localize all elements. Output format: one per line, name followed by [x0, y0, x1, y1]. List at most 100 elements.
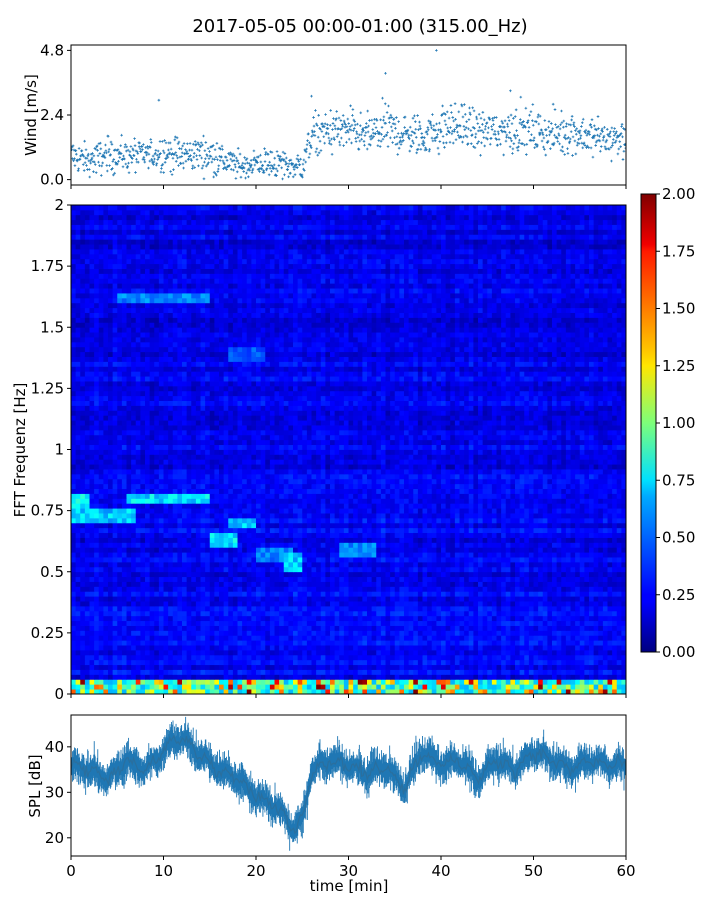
- spectrogram-cell: [325, 581, 331, 587]
- spectrogram-cell: [422, 552, 428, 558]
- spectrogram-cell: [246, 669, 252, 675]
- spectrogram-cell: [311, 601, 317, 607]
- spectrogram-cell: [464, 674, 470, 680]
- spectrogram-cell: [598, 601, 604, 607]
- wind-point: [381, 137, 385, 141]
- spectrogram-cell: [533, 684, 539, 690]
- spectrogram-cell: [561, 645, 567, 651]
- spectrogram-cell: [413, 640, 419, 646]
- spectrogram-cell: [232, 664, 238, 670]
- spectrogram-cell: [325, 576, 331, 582]
- spectrogram-cell: [121, 640, 127, 646]
- spectrogram-cell: [542, 566, 548, 573]
- spectrogram-cell: [103, 625, 109, 631]
- spectrogram-cell: [478, 566, 484, 573]
- spectrogram-cell: [394, 630, 400, 636]
- spectrogram-cell: [334, 596, 340, 602]
- spectrogram-cell: [394, 552, 400, 558]
- wind-point: [543, 148, 546, 151]
- spectrogram-cell: [330, 649, 336, 656]
- wind-point: [85, 164, 88, 167]
- wind-point: [149, 138, 153, 141]
- spectrogram-cell: [84, 601, 90, 607]
- spectrogram-cell: [547, 659, 553, 666]
- spectrogram-cell: [177, 620, 183, 626]
- spectrogram-cell: [195, 654, 201, 661]
- spectrogram-cell: [441, 605, 447, 612]
- spectrogram-cell: [579, 625, 585, 631]
- wind-point: [374, 132, 377, 135]
- spectrogram-cell: [556, 659, 562, 666]
- spectrogram-cell: [367, 635, 373, 641]
- wind-point: [156, 158, 160, 161]
- spectrogram-cell: [515, 601, 521, 607]
- spectrogram-cell: [556, 542, 562, 548]
- wind-point: [128, 150, 132, 154]
- spectrogram-cell: [561, 547, 567, 553]
- spectrogram-cell: [103, 684, 109, 690]
- wind-point: [411, 139, 414, 143]
- spectrogram-cell: [362, 601, 368, 607]
- wind-point: [591, 155, 595, 159]
- spectrogram-cell: [552, 649, 558, 656]
- spectrogram-cell: [117, 552, 123, 558]
- spectrogram-cell: [246, 557, 252, 563]
- spectrogram-cell: [538, 684, 544, 690]
- spectrogram-cell: [334, 625, 340, 631]
- spectrogram-cell: [598, 620, 604, 626]
- spectrogram-cell: [404, 561, 410, 568]
- spectrogram-cell: [228, 542, 234, 548]
- spectrogram-cell: [450, 605, 456, 612]
- wind-point: [76, 169, 80, 172]
- spectrogram-cell: [468, 664, 474, 670]
- spectrogram-cell: [417, 566, 423, 573]
- spectrogram-cell: [228, 537, 234, 543]
- spectrogram-cell: [71, 601, 77, 607]
- spectrogram-cell: [80, 630, 86, 636]
- spectrogram-cell: [404, 640, 410, 646]
- spectrogram-cell: [256, 615, 262, 622]
- spectrogram-cell: [279, 684, 285, 690]
- spectrogram-cell: [98, 674, 104, 680]
- spectrogram-cell: [126, 679, 132, 685]
- spectrogram-cell: [191, 640, 197, 646]
- spectrogram-cell: [334, 664, 340, 670]
- spectrogram-cell: [168, 674, 174, 680]
- spectrogram-cell: [256, 547, 262, 553]
- spectrogram-cell: [265, 635, 271, 641]
- spectrogram-cell: [371, 620, 377, 626]
- spectrogram-cell: [334, 552, 340, 558]
- spectrogram-cell: [80, 605, 86, 612]
- spectrogram-cell: [126, 605, 132, 612]
- wind-point: [307, 156, 311, 159]
- spectrogram-cell: [209, 586, 215, 592]
- spectrogram-cell: [283, 640, 289, 646]
- spectrogram-cell: [98, 586, 104, 592]
- wind-point: [345, 140, 348, 144]
- spectrogram-cell: [205, 635, 211, 641]
- spectrogram-cell: [168, 640, 174, 646]
- spectrogram-cell: [108, 566, 114, 573]
- spectrogram-cell: [158, 581, 164, 587]
- spectrogram-cell: [260, 654, 266, 661]
- spectrogram-cell: [71, 625, 77, 631]
- spectrogram-cell: [135, 601, 141, 607]
- spectrogram-cell: [427, 601, 433, 607]
- wind-point: [297, 158, 300, 162]
- wind-point: [347, 122, 351, 125]
- spectrogram-cell: [441, 659, 447, 666]
- spectrogram-cell: [528, 620, 534, 626]
- wind-point: [544, 153, 548, 157]
- spectrogram-cell: [135, 586, 141, 592]
- spectrogram-cell: [357, 547, 363, 553]
- spectrogram-cell: [94, 649, 100, 656]
- spectrogram-cell: [515, 605, 521, 612]
- spectrogram-cell: [602, 684, 608, 690]
- wind-point: [581, 117, 585, 121]
- spectrogram-cell: [491, 635, 497, 641]
- spectrogram-cell: [612, 630, 618, 636]
- spectrogram-cell: [533, 561, 539, 568]
- spectrogram-cell: [260, 591, 266, 597]
- spectrogram-cell: [505, 566, 511, 573]
- wind-point: [494, 116, 498, 119]
